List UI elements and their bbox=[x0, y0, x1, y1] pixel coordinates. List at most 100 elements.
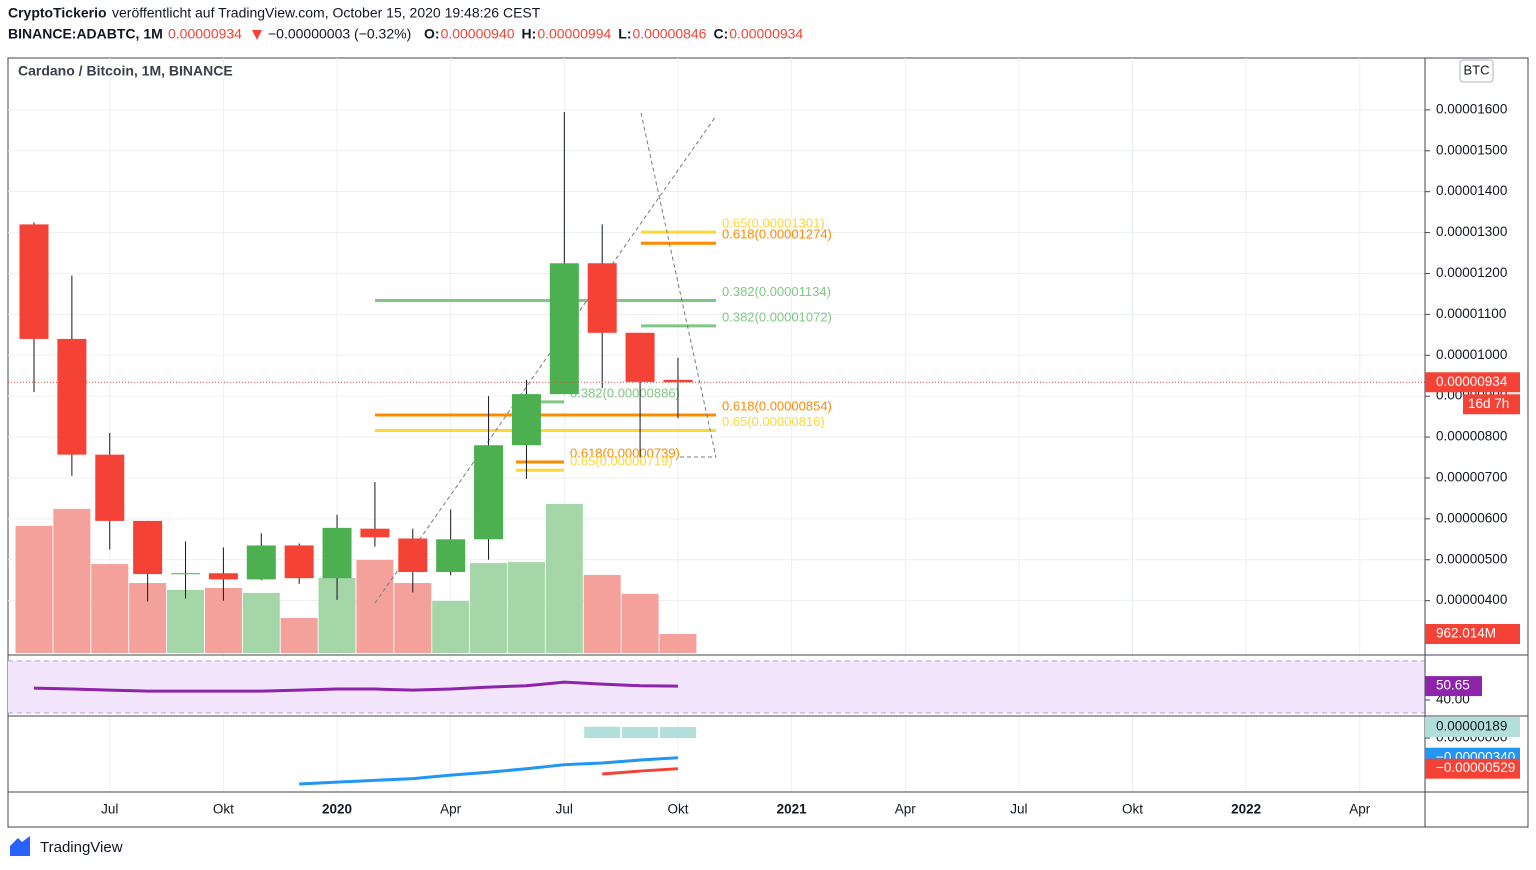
logo bbox=[10, 836, 30, 856]
x-tick-label: Jul bbox=[101, 802, 118, 817]
trendline bbox=[374, 115, 717, 604]
fib-layer: 0.65(0.00001301)0.618(0.00001274) 0.382(0… bbox=[375, 216, 832, 472]
ohlc: O: 0.00000940 H: 0.00000994 L: 0.00000846 C: 0.… bbox=[424, 26, 803, 42]
fib-label: 0.65(0.00000719) bbox=[570, 454, 673, 469]
candle-body bbox=[398, 538, 428, 573]
volume-bar bbox=[280, 618, 318, 653]
unit-button[interactable] bbox=[1459, 59, 1494, 83]
fib-label: 0.65(0.00001301) bbox=[722, 216, 825, 231]
x-tick-label: Apr bbox=[895, 802, 917, 817]
axis-layer: Jul Okt 2020 Apr Jul Okt 2021 Apr Jul Okt 2022 Apr 0… bbox=[101, 101, 1520, 817]
candle-body bbox=[57, 338, 87, 455]
trendlines bbox=[374, 112, 717, 604]
fib-label: 0.618(0.00001274) bbox=[722, 227, 832, 242]
fib-label: 0.382(0.00000886) bbox=[570, 385, 680, 400]
volume-label-box bbox=[1425, 623, 1520, 644]
candle-body bbox=[663, 379, 693, 383]
y-tick-label: 0.00001600 bbox=[1436, 101, 1507, 116]
volume-layer bbox=[15, 503, 697, 653]
series-label: −0.00000529 bbox=[1436, 760, 1515, 775]
volume-bar bbox=[545, 503, 583, 653]
last-price-label-box bbox=[1425, 372, 1520, 393]
volume-bar bbox=[470, 563, 508, 653]
candle-body bbox=[133, 520, 163, 575]
ohlc-value: 0.00000940 bbox=[441, 26, 515, 42]
candle-body bbox=[95, 454, 125, 521]
last-price-label: 0.00000934 bbox=[1436, 374, 1508, 389]
x-tick-label: 2021 bbox=[777, 802, 808, 817]
fib-label: 0.382(0.00001072) bbox=[722, 309, 832, 324]
volume-bar bbox=[242, 592, 280, 653]
y-tick-label: 0.00000700 bbox=[1436, 470, 1507, 485]
x-tick-label: Apr bbox=[440, 802, 462, 817]
y-tick-label: 0.00001400 bbox=[1436, 183, 1507, 198]
x-tick-label: Okt bbox=[213, 802, 234, 817]
series-line bbox=[33, 680, 678, 693]
fib-label: 0.618(0.00000739) bbox=[570, 445, 680, 460]
candle-body bbox=[511, 394, 541, 446]
ohlc-key: H: bbox=[522, 26, 537, 42]
last-price: 0.00000934 bbox=[168, 26, 242, 42]
candle-body bbox=[322, 527, 352, 579]
histogram-bar bbox=[622, 726, 659, 739]
y-tick-label: 0.00001300 bbox=[1436, 224, 1507, 239]
candle-body bbox=[19, 224, 49, 339]
y-tick-label: 0.00001100 bbox=[1436, 306, 1506, 321]
candle-body bbox=[284, 545, 314, 579]
volume-bar bbox=[394, 583, 432, 653]
volume-bar bbox=[621, 593, 659, 653]
candle-body bbox=[208, 573, 238, 580]
indicator-layer bbox=[8, 660, 1425, 786]
fib-label: 0.382(0.00001134) bbox=[722, 284, 831, 299]
candles-layer bbox=[8, 111, 1425, 602]
fib-label: 0.618(0.00000854) bbox=[722, 398, 832, 413]
series-label-box bbox=[1425, 758, 1520, 779]
histogram-label: 0.00000189 bbox=[1436, 719, 1507, 734]
volume-bar bbox=[167, 589, 205, 653]
symbol: BINANCE:ADABTC, 1M bbox=[8, 26, 163, 42]
countdown-box bbox=[1463, 394, 1520, 415]
brand: TradingView bbox=[40, 839, 123, 856]
histogram-bar bbox=[659, 727, 696, 739]
chart-title: Cardano / Bitcoin, 1M, BINANCE bbox=[18, 63, 233, 79]
x-tick-label: Okt bbox=[667, 802, 688, 817]
x-tick-label: 2022 bbox=[1231, 802, 1261, 817]
ohlc-key: C: bbox=[713, 26, 728, 42]
candle-body bbox=[436, 539, 466, 573]
ohlc-key: L: bbox=[618, 26, 631, 42]
y-tick-label: 0.00000400 bbox=[1436, 592, 1507, 607]
fib-label: 0.65(0.00000816) bbox=[722, 414, 825, 429]
volume-bar bbox=[356, 559, 394, 653]
ohlc-value: 0.00000994 bbox=[537, 26, 611, 42]
unit-label[interactable]: BTC bbox=[1464, 62, 1490, 77]
down-arrow bbox=[252, 30, 262, 40]
publisher: CryptoTickerio bbox=[8, 5, 107, 21]
series-line bbox=[602, 767, 679, 776]
y-tick-label: 0.00001500 bbox=[1436, 142, 1507, 157]
y-tick-label: 0.00000600 bbox=[1436, 510, 1507, 525]
x-tick-label: Okt bbox=[1122, 802, 1143, 817]
x-tick-label: Jul bbox=[1010, 802, 1027, 817]
candle-body bbox=[587, 263, 617, 333]
candle-body bbox=[171, 573, 201, 575]
volume-bar bbox=[15, 525, 53, 653]
trendline bbox=[640, 112, 717, 458]
y-tick-label: 0.00000500 bbox=[1436, 551, 1507, 566]
series-label-box bbox=[1425, 676, 1482, 697]
candle-body bbox=[246, 545, 276, 580]
volume-bar bbox=[659, 633, 697, 653]
histogram-bar bbox=[584, 726, 621, 739]
volume-bar bbox=[91, 564, 129, 653]
volume-bar bbox=[583, 574, 621, 653]
band-fill bbox=[8, 660, 1425, 713]
histogram-label-box bbox=[1425, 717, 1520, 738]
volume-bar bbox=[507, 562, 545, 653]
volume-label: 962.014M bbox=[1436, 626, 1496, 641]
y-tick-label: 0.00001000 bbox=[1436, 347, 1507, 362]
countdown: 16d 7h bbox=[1468, 396, 1509, 411]
candle-body bbox=[360, 528, 390, 538]
candle-body bbox=[549, 263, 579, 395]
change: −0.00000003 (−0.32%) bbox=[268, 26, 411, 42]
series-line bbox=[299, 756, 679, 786]
